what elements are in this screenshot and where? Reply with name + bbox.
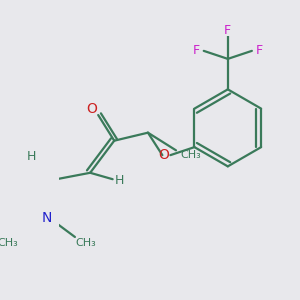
Text: F: F	[224, 23, 231, 37]
Text: CH₃: CH₃	[76, 238, 97, 248]
Text: O: O	[86, 102, 97, 116]
Text: O: O	[158, 148, 169, 162]
Text: H: H	[115, 174, 124, 187]
Text: F: F	[193, 44, 200, 57]
Text: N: N	[42, 211, 52, 225]
Text: CH₃: CH₃	[180, 150, 201, 160]
Text: CH₃: CH₃	[0, 238, 18, 248]
Text: F: F	[256, 44, 263, 57]
Text: H: H	[27, 150, 36, 163]
